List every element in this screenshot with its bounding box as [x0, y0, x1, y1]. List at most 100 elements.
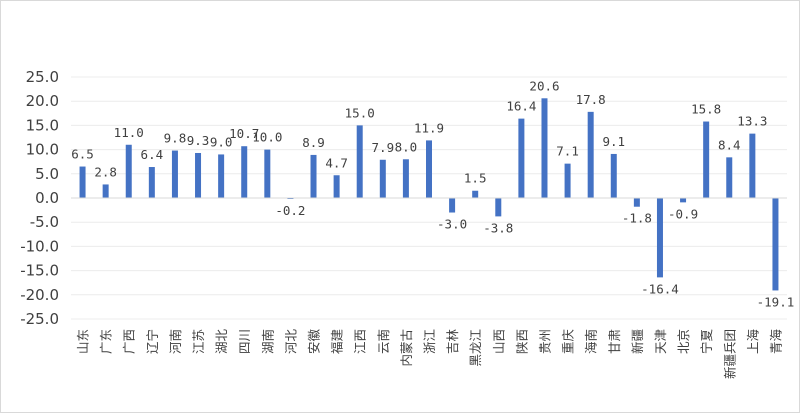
x-tick-label: 广西 — [122, 329, 137, 354]
data-label: -3.0 — [437, 217, 467, 232]
data-label: 7.9 — [372, 140, 395, 155]
x-tick-label: 内蒙古 — [399, 329, 414, 367]
x-tick-label: 吉林 — [445, 329, 460, 355]
bar-宁夏 — [703, 121, 710, 198]
x-tick-label: 海南 — [584, 329, 599, 354]
y-tick-label: -20.0 — [20, 286, 59, 304]
bar-甘肃 — [610, 153, 617, 198]
bar-安徽 — [310, 154, 317, 198]
bar-云南 — [379, 159, 386, 198]
x-tick-label: 浙江 — [422, 329, 437, 354]
bar-北京 — [680, 198, 687, 203]
x-tick-label: 江西 — [353, 329, 368, 354]
y-axis: 25.0 20.0 15.0 10.0 5.0 0.0 -5.0 -10.0 -15.0 -20.… — [20, 68, 59, 328]
data-label: -3.8 — [483, 220, 513, 235]
x-tick-label: 重庆 — [561, 329, 576, 355]
data-label: 13.3 — [737, 114, 767, 129]
y-tick-label: -10.0 — [20, 237, 59, 255]
x-tick-label: 宁夏 — [699, 329, 714, 355]
x-tick-label: 河北 — [283, 329, 298, 355]
bar-湖南 — [264, 149, 271, 198]
y-tick-label: -25.0 — [20, 310, 59, 328]
bar-天津 — [656, 198, 663, 278]
data-label: 10.0 — [252, 130, 282, 145]
y-tick-label: 25.0 — [26, 68, 59, 86]
bar-江苏 — [195, 152, 202, 198]
bar-江西 — [356, 125, 363, 198]
data-label: -19.1 — [757, 294, 795, 309]
bar-浙江 — [426, 140, 432, 198]
x-tick-label: 陕西 — [514, 329, 529, 354]
data-label: 8.0 — [395, 139, 418, 154]
bar-重庆 — [564, 163, 571, 198]
x-tick-label: 黑龙江 — [468, 329, 483, 367]
x-tick-label: 云南 — [376, 329, 391, 354]
bar-海南 — [587, 111, 594, 198]
x-tick-label: 福建 — [330, 329, 345, 355]
data-label: 17.8 — [576, 92, 606, 107]
bar-黑龙江 — [472, 190, 479, 198]
x-tick-label: 山西 — [491, 329, 506, 354]
data-label: 9.1 — [602, 134, 625, 149]
x-tick-label: 湖北 — [214, 329, 229, 355]
x-axis: 山东 广东 广西 辽宁 河南 江苏 湖北 四川 湖南 河北 安徽 福建 江西 云南 内蒙古 浙江 吉林 黑龙江 山西… — [76, 329, 784, 380]
y-tick-label: 15.0 — [26, 116, 59, 134]
data-label: 20.6 — [529, 78, 559, 93]
y-tick-label: -5.0 — [30, 213, 59, 231]
y-tick-label: 5.0 — [35, 165, 59, 183]
data-label: 7.1 — [556, 144, 579, 159]
y-tick-label: 10.0 — [26, 141, 59, 159]
data-label: 8.9 — [302, 135, 325, 150]
x-tick-label: 天津 — [653, 329, 668, 354]
data-label: 8.4 — [718, 137, 741, 152]
x-tick-label: 甘肃 — [607, 329, 622, 354]
bar-陕西 — [518, 118, 525, 198]
bar-河南 — [171, 150, 178, 198]
x-tick-label: 广东 — [99, 329, 114, 354]
bar-新疆 — [633, 198, 640, 207]
data-label: 6.4 — [141, 147, 164, 162]
bar-新疆兵团 — [726, 157, 733, 198]
x-tick-label: 四川 — [237, 329, 252, 354]
data-label: -0.2 — [275, 203, 305, 218]
bar-上海 — [749, 133, 756, 198]
data-label: -1.8 — [622, 211, 652, 226]
x-tick-label: 上海 — [745, 329, 760, 355]
bar-广西 — [125, 144, 132, 198]
data-label: 9.8 — [164, 131, 187, 146]
data-label: 11.9 — [414, 120, 444, 135]
bar-辽宁 — [148, 167, 155, 198]
bar-内蒙古 — [402, 159, 409, 198]
data-label: 15.0 — [345, 105, 375, 120]
y-tick-label: -15.0 — [20, 262, 59, 280]
data-label: -0.9 — [668, 206, 698, 221]
x-tick-label: 新疆 — [630, 329, 645, 354]
x-tick-label: 安徽 — [307, 329, 322, 355]
bar-四川 — [241, 146, 248, 198]
x-tick-label: 青海 — [768, 329, 783, 355]
x-tick-label: 贵州 — [537, 329, 552, 354]
bars — [79, 98, 779, 291]
bar-贵州 — [541, 98, 548, 198]
data-label: 1.5 — [464, 171, 487, 186]
bar-湖北 — [218, 154, 225, 198]
x-tick-label: 山东 — [76, 329, 91, 354]
data-labels: 6.52.8 11.0 6.49.8 9.3 9.010.710.0 -0.2 8.94.7… — [71, 78, 794, 309]
x-tick-label: 辽宁 — [145, 329, 160, 354]
data-label: 4.7 — [325, 155, 348, 170]
data-label: 6.5 — [71, 147, 94, 162]
x-tick-label: 江苏 — [191, 329, 206, 354]
data-label: 9.0 — [210, 134, 233, 149]
data-label: 15.8 — [691, 102, 721, 117]
y-tick-label: 20.0 — [26, 92, 59, 110]
data-label: 10.7 — [229, 126, 259, 141]
bar-吉林 — [449, 198, 456, 213]
bar-青海 — [772, 198, 779, 291]
data-label: 16.4 — [506, 99, 536, 114]
data-label: -16.4 — [641, 281, 679, 296]
y-tick-label: 0.0 — [35, 189, 59, 207]
bar-福建 — [333, 175, 340, 198]
bar-广东 — [102, 184, 109, 198]
x-tick-label: 河南 — [168, 329, 183, 354]
